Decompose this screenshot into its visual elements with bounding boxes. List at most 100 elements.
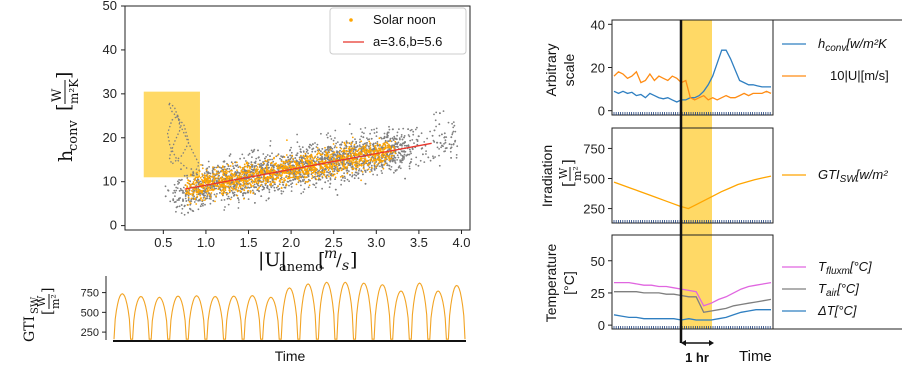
scatter-point: [263, 169, 266, 172]
scatter-point: [178, 181, 181, 184]
scatter-point: [349, 162, 352, 165]
scatter-point: [193, 201, 196, 203]
scatter-point: [280, 155, 282, 158]
scatter-point: [361, 131, 364, 134]
gti-y-label: GTI SW [ W m² ]: [22, 288, 62, 342]
solar-noon-point: [379, 158, 382, 161]
solar-noon-point: [329, 148, 332, 151]
scatter-point: [226, 167, 229, 170]
scatter-point: [228, 155, 231, 157]
solar-noon-point: [306, 167, 309, 170]
solar-noon-point: [355, 152, 357, 155]
solar-noon-point: [244, 165, 247, 168]
legend-frame: [773, 19, 902, 330]
solar-noon-point: [373, 145, 376, 148]
scatter-point: [341, 141, 344, 144]
scatter-point: [412, 130, 415, 133]
scatter-point: [425, 153, 427, 155]
scatter-point: [226, 197, 229, 200]
solar-noon-point: [203, 177, 206, 180]
panel-y-tick-label: 20: [591, 61, 605, 76]
scatter-point: [300, 192, 303, 195]
scatter-point: [266, 154, 269, 156]
scatter-point: [269, 144, 272, 147]
solar-noon-point: [371, 160, 374, 162]
solar-noon-point: [360, 179, 362, 182]
solar-noon-point: [351, 136, 354, 139]
solar-noon-point: [307, 172, 310, 175]
scatter-point: [434, 156, 436, 158]
scatter-point: [403, 158, 405, 160]
ylabel-bracket-open: [: [53, 104, 75, 111]
solar-noon-point: [309, 167, 312, 170]
solar-noon-point: [215, 172, 218, 175]
scatter-point: [381, 157, 383, 160]
solar-noon-point: [376, 163, 379, 166]
series-line-h_conv: [613, 49, 771, 103]
solar-noon-point: [381, 145, 384, 147]
scatter-point: [182, 199, 185, 202]
panel-1-ylabel-line-2: scale: [561, 53, 577, 86]
solar-noon-point: [350, 160, 353, 163]
solar-noon-point: [194, 177, 197, 180]
solar-noon-point: [222, 191, 225, 193]
solar-noon-point: [327, 169, 330, 172]
scatter-point: [398, 166, 400, 169]
solar-noon-point: [239, 173, 241, 176]
solar-noon-point: [255, 169, 257, 172]
scatter-point: [334, 188, 337, 191]
solar-noon-point: [270, 183, 273, 186]
scatter-point: [257, 184, 260, 187]
solar-noon-point: [353, 164, 356, 166]
solar-noon-point: [384, 147, 387, 150]
scatter-point: [175, 189, 178, 192]
scatter-point: [269, 164, 272, 167]
scatter-point: [337, 151, 339, 153]
solar-noon-point: [355, 169, 358, 171]
scatter-point: [451, 133, 454, 136]
scatter-point: [250, 161, 253, 164]
solar-noon-point: [226, 192, 229, 195]
scatter-point: [411, 139, 414, 141]
scatter-point: [303, 179, 306, 181]
scatter-point: [353, 173, 356, 176]
scatter-point: [321, 170, 324, 172]
solar-noon-point: [262, 180, 265, 183]
solar-noon-point: [207, 180, 210, 183]
scatter-point: [325, 168, 327, 171]
scatter-point: [316, 175, 319, 178]
solar-noon-point: [345, 150, 348, 153]
scatter-point: [217, 164, 219, 167]
scatter-point: [196, 173, 198, 176]
solar-noon-point: [192, 182, 195, 185]
solar-noon-point: [267, 180, 270, 183]
scatter-point: [414, 128, 417, 131]
scatter-point: [381, 172, 383, 175]
scatter-point: [360, 135, 363, 138]
solar-noon-point: [361, 171, 364, 173]
scatter-point: [396, 146, 399, 149]
scatter-point: [348, 170, 350, 173]
scatter-point: [396, 134, 398, 137]
solar-noon-point: [356, 166, 359, 169]
scatter-point: [398, 137, 401, 140]
solar-noon-point: [236, 190, 239, 193]
solar-noon-point: [237, 187, 240, 189]
solar-noon-point: [223, 185, 226, 187]
solar-noon-point: [347, 148, 350, 150]
ylabel-unit-num: W: [50, 88, 65, 102]
scatter-point: [407, 134, 410, 136]
scatter-point: [277, 153, 280, 156]
scatter-point: [434, 119, 437, 122]
scatter-point: [185, 200, 188, 202]
solar-noon-point: [295, 183, 298, 186]
scatter-point: [422, 153, 424, 156]
scatter-point: [326, 171, 328, 173]
solar-noon-point: [328, 175, 330, 178]
solar-noon-point: [376, 142, 379, 145]
solar-noon-point: [304, 176, 306, 179]
scatter-point: [203, 192, 205, 195]
scatter-point: [366, 169, 369, 172]
scatter-point: [268, 191, 271, 194]
solar-noon-point: [245, 182, 247, 185]
